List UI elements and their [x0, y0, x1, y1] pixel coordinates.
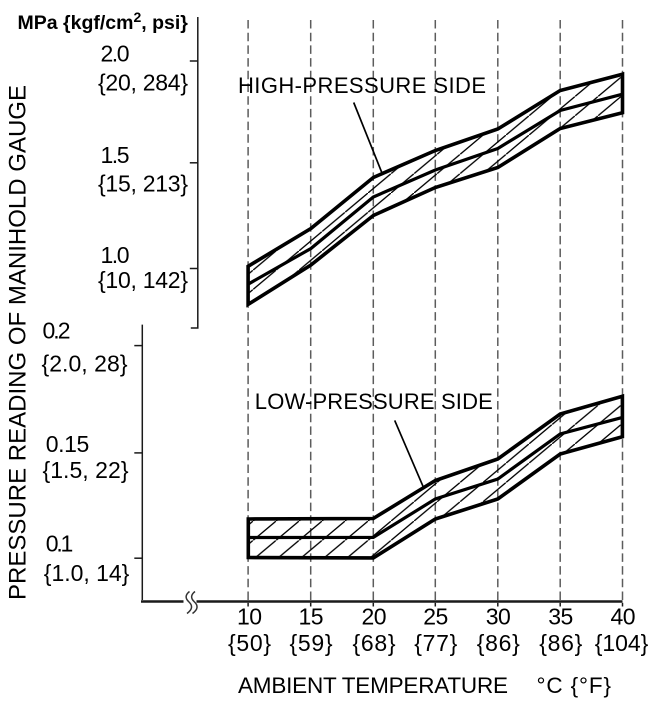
svg-text:{77}: {77} — [414, 630, 457, 656]
svg-text:LOW-PRESSURE SIDE: LOW-PRESSURE SIDE — [255, 389, 493, 414]
svg-text:{50}: {50} — [228, 630, 271, 656]
svg-text:{86}: {86} — [539, 630, 582, 656]
svg-text:2.0: 2.0 — [101, 41, 130, 67]
svg-text:30: 30 — [486, 604, 511, 630]
svg-text:10: 10 — [237, 604, 262, 630]
svg-text:{20, 284}: {20, 284} — [98, 70, 188, 96]
svg-text:{104}: {104} — [595, 630, 649, 656]
svg-text:35: 35 — [548, 604, 573, 630]
svg-text:{10, 142}: {10, 142} — [98, 267, 188, 293]
svg-text:1.0: 1.0 — [101, 242, 130, 268]
svg-text:{59}: {59} — [290, 630, 333, 656]
svg-text:40: 40 — [611, 604, 636, 630]
svg-text:{86}: {86} — [477, 630, 520, 656]
svg-text:PRESSURE READING OF MANIHOLD G: PRESSURE READING OF MANIHOLD GAUGE — [5, 85, 32, 600]
svg-text:{1.5, 22}: {1.5, 22} — [43, 457, 129, 483]
svg-text:20: 20 — [362, 604, 387, 630]
svg-text:HIGH-PRESSURE SIDE: HIGH-PRESSURE SIDE — [238, 73, 486, 98]
svg-text:25: 25 — [423, 604, 448, 630]
svg-text:°C {°F}: °C {°F} — [537, 673, 612, 698]
svg-text:0.1: 0.1 — [46, 531, 74, 557]
svg-text:{15, 213}: {15, 213} — [98, 170, 188, 196]
svg-text:{2.0, 28}: {2.0, 28} — [42, 351, 128, 377]
svg-text:MPa {kgf/cm2, psi}: MPa {kgf/cm2, psi} — [18, 9, 189, 34]
svg-text:{1.0, 14}: {1.0, 14} — [44, 560, 130, 586]
svg-text:15: 15 — [299, 604, 324, 630]
svg-text:1.5: 1.5 — [101, 142, 130, 168]
svg-text:0.2: 0.2 — [43, 318, 71, 344]
svg-text:0.15: 0.15 — [46, 431, 90, 457]
svg-text:{68}: {68} — [353, 630, 396, 656]
svg-text:AMBIENT TEMPERATURE: AMBIENT TEMPERATURE — [238, 673, 508, 698]
